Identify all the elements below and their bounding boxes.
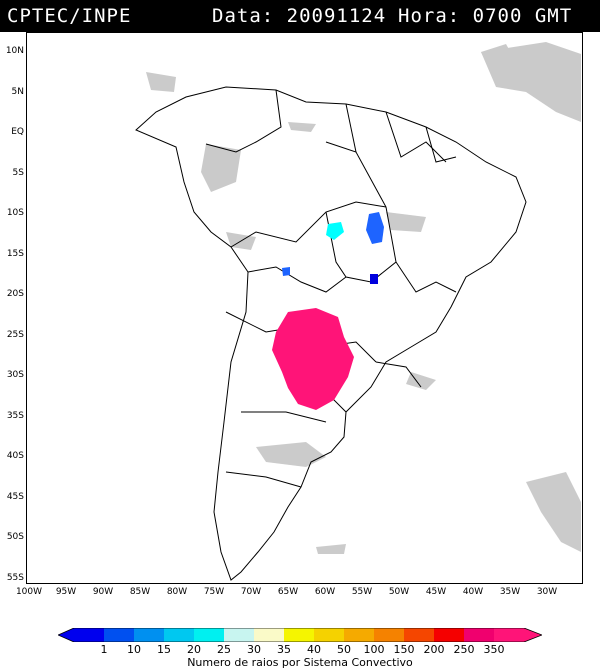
legend-swatch — [494, 628, 524, 642]
legend-swatch — [134, 628, 164, 642]
lat-label: 10N — [5, 46, 24, 56]
legend-swatch — [74, 628, 104, 642]
legend-label: 250 — [453, 643, 475, 656]
lat-label: 40S — [6, 451, 24, 461]
lon-label: 55W — [351, 587, 373, 597]
lon-label: 45W — [425, 587, 447, 597]
legend-label: 20 — [187, 643, 201, 656]
lon-label: 75W — [203, 587, 225, 597]
storm-magenta — [272, 308, 354, 410]
legend-arrow-right — [524, 628, 542, 642]
legend-colorbar — [58, 628, 542, 642]
hour-label: Hora: 0700 GMT — [398, 5, 573, 27]
legend-label: 30 — [247, 643, 261, 656]
lon-label: 80W — [166, 587, 188, 597]
lat-label: 55S — [6, 573, 24, 583]
lon-label: 40W — [462, 587, 484, 597]
legend-swatch — [194, 628, 224, 642]
legend-label: 350 — [483, 643, 505, 656]
lon-label: 70W — [240, 587, 262, 597]
lon-label: 60W — [314, 587, 336, 597]
legend-swatch — [164, 628, 194, 642]
storm-dark-blue — [370, 274, 378, 284]
lon-label: 30W — [536, 587, 558, 597]
lon-label: 35W — [499, 587, 521, 597]
lat-label: 45S — [6, 492, 24, 502]
legend-label: 25 — [217, 643, 231, 656]
legend-swatch — [284, 628, 314, 642]
legend-swatch — [344, 628, 374, 642]
title-bar: CPTEC/INPE Data: 20091124 Hora: 0700 GMT — [0, 0, 600, 32]
lon-label: 95W — [55, 587, 77, 597]
lat-label: 5S — [12, 168, 24, 178]
legend-swatch — [374, 628, 404, 642]
lon-label: 90W — [92, 587, 114, 597]
legend-swatch — [464, 628, 494, 642]
lon-label: 85W — [129, 587, 151, 597]
convective-systems — [272, 212, 384, 410]
legend-swatch — [434, 628, 464, 642]
lat-label: 5N — [11, 87, 24, 97]
lon-label: 65W — [277, 587, 299, 597]
legend-swatch — [404, 628, 434, 642]
date-label: Data: 20091124 — [212, 5, 387, 27]
storm-blue-1 — [366, 212, 384, 244]
cloud-cover — [146, 42, 581, 554]
lat-label: EQ — [11, 127, 24, 137]
legend-label: 15 — [157, 643, 171, 656]
legend-swatch — [104, 628, 134, 642]
legend-label: 150 — [393, 643, 415, 656]
lat-label: 25S — [6, 330, 24, 340]
lat-label: 50S — [6, 532, 24, 542]
legend-label: 1 — [100, 643, 108, 656]
lat-label: 35S — [6, 411, 24, 421]
legend-label: 50 — [337, 643, 351, 656]
legend-title: Numero de raios por Sistema Convectivo — [187, 656, 413, 669]
legend-label: 100 — [363, 643, 385, 656]
map-canvas — [135, 42, 581, 581]
legend-swatch — [254, 628, 284, 642]
legend-label: 10 — [127, 643, 141, 656]
legend-label: 40 — [307, 643, 321, 656]
lon-label: 100W — [15, 587, 43, 597]
lon-label: 50W — [388, 587, 410, 597]
storm-blue-2 — [282, 267, 290, 276]
lat-label: 10S — [6, 208, 24, 218]
legend-swatch — [224, 628, 254, 642]
legend-swatch — [314, 628, 344, 642]
legend-arrow-left — [58, 628, 74, 642]
legend-label: 200 — [423, 643, 445, 656]
lat-label: 20S — [6, 289, 24, 299]
legend-label: 35 — [277, 643, 291, 656]
storm-cyan — [326, 222, 344, 240]
lat-label: 15S — [6, 249, 24, 259]
country-borders — [135, 86, 527, 581]
lat-label: 30S — [6, 370, 24, 380]
source-label: CPTEC/INPE — [7, 5, 132, 27]
